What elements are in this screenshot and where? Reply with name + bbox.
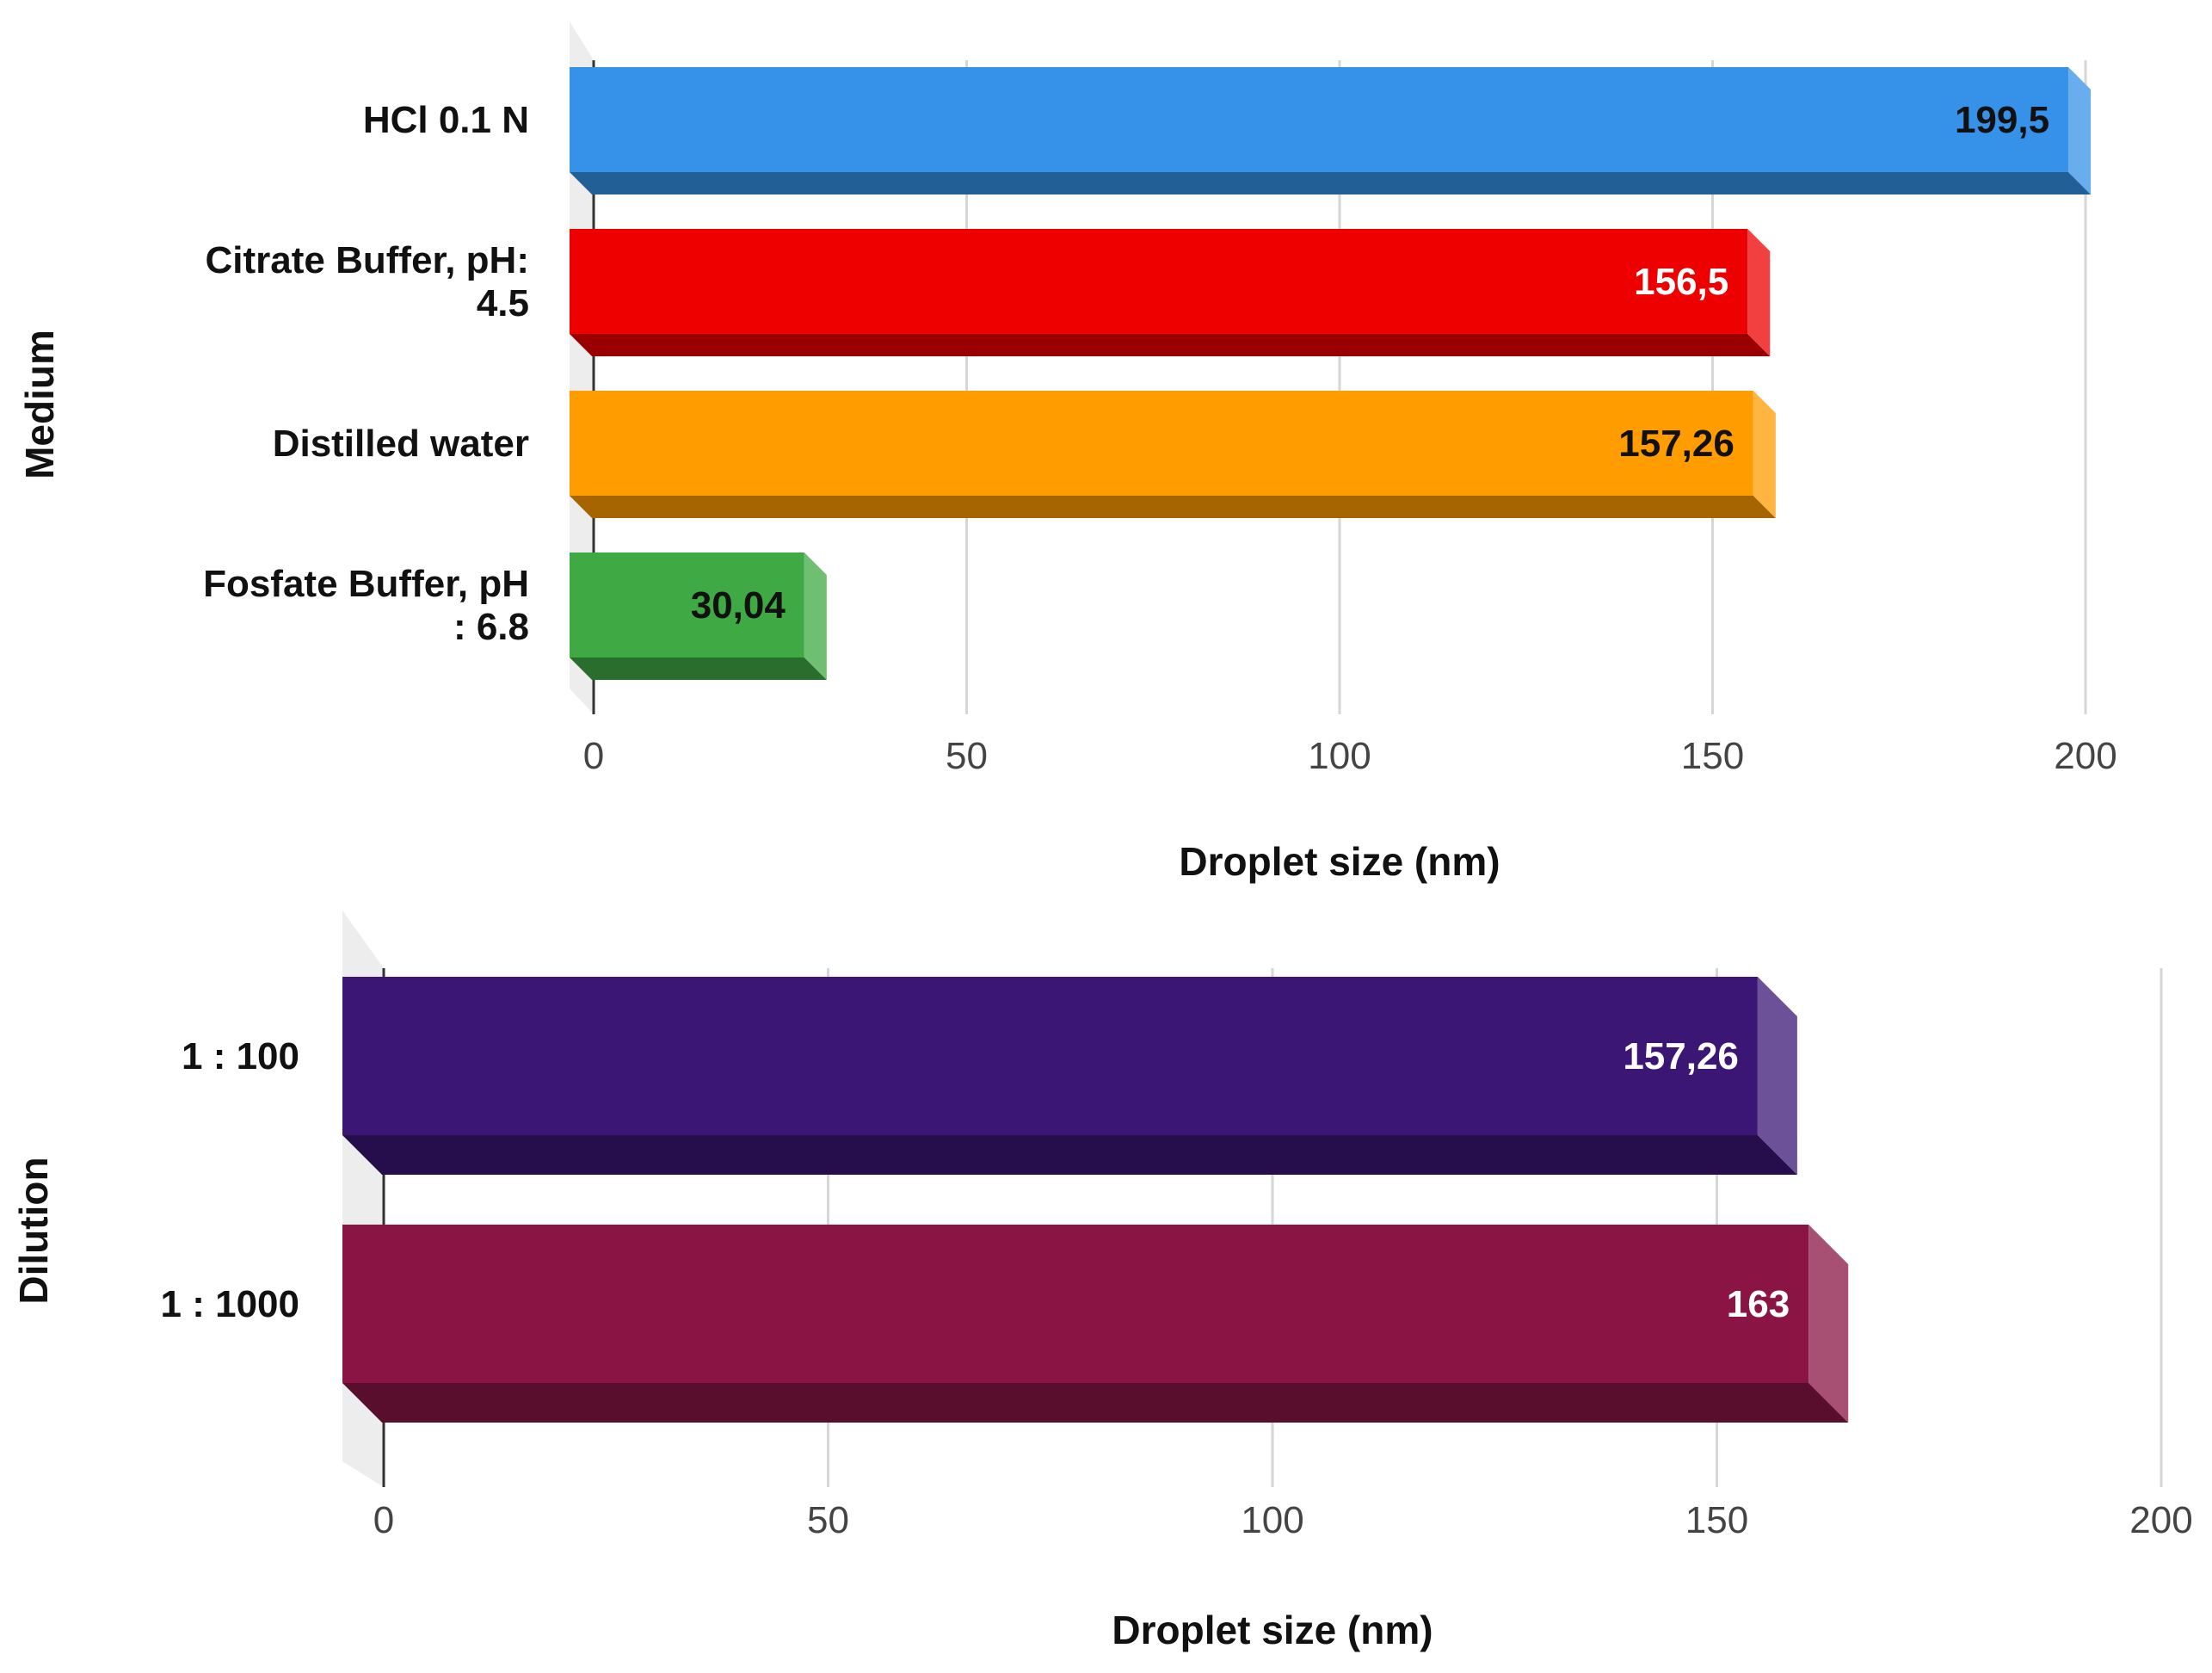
- x-tick-label: 150: [1681, 735, 1744, 777]
- category-label-line: Citrate Buffer, pH:: [206, 239, 529, 281]
- bar-bottom-face: [570, 657, 827, 680]
- bar-end-face: [1753, 391, 1776, 518]
- bar: 157,26: [570, 391, 1776, 518]
- bar: 157,26: [342, 977, 1797, 1175]
- x-tick-label: 200: [2054, 735, 2116, 777]
- y-axis-title: Medium: [17, 330, 62, 479]
- bar-value-label: 157,26: [1618, 423, 1734, 465]
- bar-bottom-face: [342, 1383, 1849, 1423]
- x-tick-label: 0: [583, 735, 604, 777]
- category-label: 1 : 100: [182, 1035, 299, 1077]
- bar-front-face: [342, 977, 1758, 1135]
- bar-value-label: 157,26: [1623, 1035, 1739, 1077]
- x-tick-label: 100: [1241, 1499, 1303, 1541]
- bar-end-face: [2068, 67, 2092, 194]
- x-tick-label: 0: [373, 1499, 394, 1541]
- bar: 163: [342, 1225, 1849, 1423]
- x-tick-label: 50: [807, 1499, 849, 1541]
- category-label: Distilled water: [273, 423, 529, 465]
- x-axis-title: Droplet size (nm): [1179, 839, 1500, 884]
- category-label-line: 1 : 100: [182, 1035, 299, 1077]
- bar-bottom-face: [570, 496, 1776, 518]
- chart-1: 0 50 100 150 200 199,5 HCl 0.1 N 156,5 Citrate B…: [17, 22, 2117, 884]
- bar-front-face: [570, 67, 2069, 172]
- bar-front-face: [342, 1225, 1809, 1383]
- category-label: Citrate Buffer, pH: 4.5: [206, 239, 529, 324]
- bar: 156,5: [570, 229, 1771, 356]
- x-tick-label: 100: [1308, 735, 1371, 777]
- chart-2: 0 50 100 150 200 157,26 1 : 100 163 1 : 1000 Drop…: [11, 911, 2193, 1652]
- bar-value-label: 163: [1727, 1283, 1790, 1325]
- category-label-line: 4.5: [477, 282, 529, 324]
- category-label: HCl 0.1 N: [363, 99, 529, 141]
- bar-end-face: [1747, 229, 1771, 356]
- bar-bottom-face: [342, 1135, 1797, 1175]
- bar-end-face: [1757, 977, 1797, 1175]
- chart-back-wall: [570, 22, 594, 714]
- bar-value-label: 199,5: [1955, 99, 2049, 141]
- category-label-line: HCl 0.1 N: [363, 99, 529, 141]
- bar-value-label: 156,5: [1634, 261, 1728, 303]
- bar-front-face: [570, 553, 804, 657]
- category-label: 1 : 1000: [161, 1283, 299, 1325]
- x-axis-title: Droplet size (nm): [1112, 1608, 1433, 1652]
- category-label-line: 1 : 1000: [161, 1283, 299, 1325]
- bar: 30,04: [570, 553, 827, 680]
- bar-front-face: [570, 391, 1753, 496]
- x-tick-label: 50: [946, 735, 988, 777]
- bar-value-label: 30,04: [691, 584, 786, 627]
- y-axis-title: Dilution: [11, 1157, 56, 1304]
- x-tick-label: 150: [1685, 1499, 1748, 1541]
- bar-end-face: [804, 553, 827, 680]
- x-tick-label: 200: [2129, 1499, 2192, 1541]
- bar-end-face: [1808, 1225, 1849, 1423]
- bar-front-face: [570, 229, 1748, 334]
- bar-bottom-face: [570, 334, 1771, 356]
- category-label-line: Fosfate Buffer, pH: [203, 563, 529, 605]
- bar-bottom-face: [570, 172, 2092, 194]
- bar: 199,5: [570, 67, 2092, 194]
- category-label-line: Distilled water: [273, 423, 529, 465]
- category-label: Fosfate Buffer, pH: 6.8: [203, 563, 529, 648]
- category-label-line: : 6.8: [453, 606, 529, 648]
